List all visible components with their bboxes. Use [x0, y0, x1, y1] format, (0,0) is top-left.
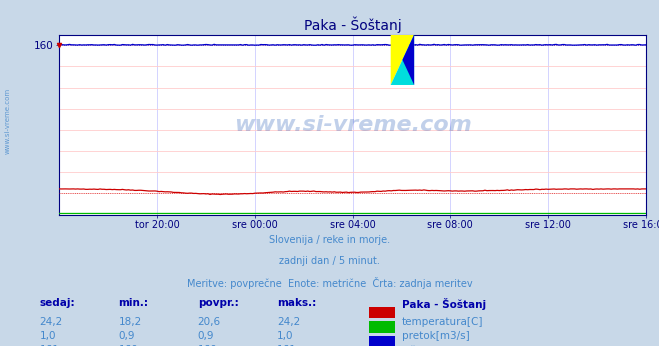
- Text: Meritve: povprečne  Enote: metrične  Črta: zadnja meritev: Meritve: povprečne Enote: metrične Črta:…: [186, 277, 473, 289]
- Polygon shape: [391, 35, 414, 85]
- Text: temperatura[C]: temperatura[C]: [402, 317, 484, 327]
- Polygon shape: [391, 35, 414, 85]
- Text: 20,6: 20,6: [198, 317, 221, 327]
- Text: 24,2: 24,2: [277, 317, 300, 327]
- Text: sedaj:: sedaj:: [40, 298, 75, 308]
- Text: višina[cm]: višina[cm]: [402, 345, 457, 346]
- Text: 0,9: 0,9: [119, 331, 135, 341]
- Text: Paka - Šoštanj: Paka - Šoštanj: [402, 298, 486, 310]
- Text: min.:: min.:: [119, 298, 149, 308]
- Text: maks.:: maks.:: [277, 298, 316, 308]
- Text: zadnji dan / 5 minut.: zadnji dan / 5 minut.: [279, 256, 380, 266]
- Text: 1,0: 1,0: [277, 331, 293, 341]
- Text: 0,9: 0,9: [198, 331, 214, 341]
- Text: Slovenija / reke in morje.: Slovenija / reke in morje.: [269, 235, 390, 245]
- Title: Paka - Šoštanj: Paka - Šoštanj: [304, 17, 401, 34]
- Text: pretok[m3/s]: pretok[m3/s]: [402, 331, 470, 341]
- Text: 161: 161: [40, 345, 59, 346]
- Text: 161: 161: [277, 345, 297, 346]
- Text: 24,2: 24,2: [40, 317, 63, 327]
- Polygon shape: [403, 35, 414, 85]
- Text: www.si-vreme.com: www.si-vreme.com: [234, 115, 471, 135]
- Text: povpr.:: povpr.:: [198, 298, 239, 308]
- Text: 160: 160: [198, 345, 217, 346]
- Text: 1,0: 1,0: [40, 331, 56, 341]
- Text: www.si-vreme.com: www.si-vreme.com: [5, 88, 11, 154]
- Text: 160: 160: [119, 345, 138, 346]
- Text: 18,2: 18,2: [119, 317, 142, 327]
